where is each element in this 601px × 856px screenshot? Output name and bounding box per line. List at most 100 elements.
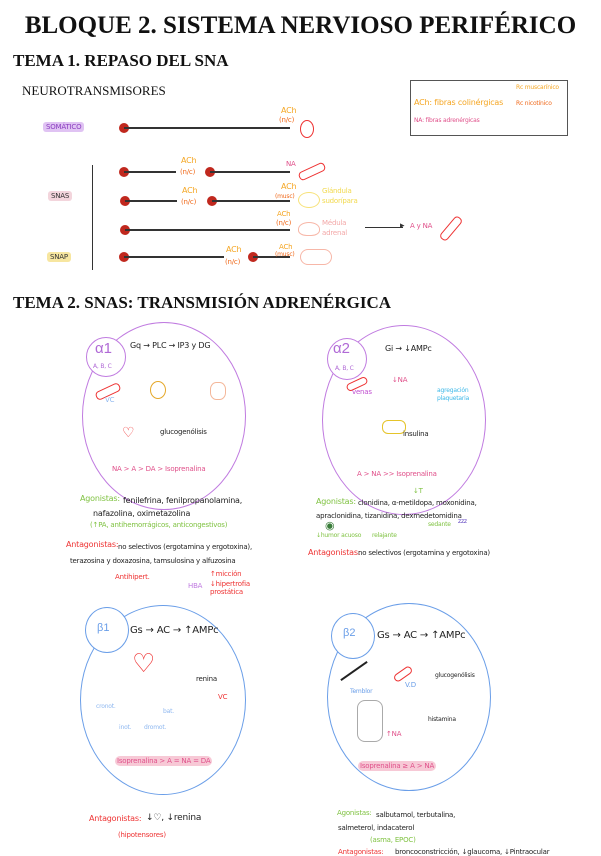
- alpha1-potency: NA > A > DA > Isoprenalina: [112, 465, 206, 473]
- axon: [212, 200, 290, 202]
- alpha1-agonists-label: Agonistas:: [80, 494, 120, 503]
- beta2-badge: [331, 613, 375, 659]
- arrow: [365, 227, 403, 228]
- alpha1-note-antihip: Antihipert.: [115, 573, 150, 581]
- beta1-heart-2: dromot.: [144, 724, 167, 731]
- axon: [125, 200, 177, 202]
- alpha2-insulina: insulina: [403, 430, 429, 438]
- vessel-icon: [297, 161, 327, 182]
- alpha1-badge: [86, 337, 126, 377]
- beta2-agonists-use: (asma, EPOC): [370, 836, 416, 844]
- beta2-na: ↑NA: [386, 730, 402, 738]
- adrenal-icon: [298, 222, 320, 236]
- product-label: A y NA: [410, 222, 433, 230]
- arrow-head-icon: ▸: [400, 220, 405, 230]
- tema2-heading: TEMA 2. SNAS: TRANSMISIÓN ADRENÉRGICA: [13, 293, 392, 312]
- tema1-heading: TEMA 1. REPASO DEL SNA: [13, 51, 229, 70]
- brace: [92, 165, 99, 270]
- axon: [124, 256, 224, 258]
- alpha1-vc: VC: [105, 396, 115, 404]
- nt-label: NA: [286, 160, 296, 168]
- rc-label: (n/c): [181, 198, 197, 206]
- axon: [124, 127, 290, 129]
- alpha1-name: α1: [95, 340, 113, 357]
- rc-label: (n/c): [279, 116, 295, 124]
- alpha2-na: ↓NA: [392, 376, 408, 384]
- axon: [125, 229, 290, 231]
- beta1-antagonists-use: (hipotensores): [118, 831, 166, 839]
- eye-icon: ◉: [325, 520, 335, 532]
- axon: [124, 171, 176, 173]
- axon: [253, 256, 290, 258]
- alpha2-aggreg: agregación plaquetaria: [437, 387, 470, 402]
- rc-label: (musc): [275, 251, 295, 258]
- alpha2-t-down: ↓T: [413, 487, 423, 495]
- alpha2-antagonists: no selectivos (ergotamina y ergotoxina): [358, 549, 490, 557]
- label-snap: SNAP: [47, 252, 71, 262]
- nt-label: ACh: [281, 106, 297, 115]
- beta1-heart-0: cronot.: [96, 703, 116, 710]
- beta2-vd: V.D: [405, 681, 416, 689]
- bladder-icon: [150, 381, 166, 399]
- label-somatico: SOMÁTICO: [43, 122, 85, 132]
- alpha1-subtypes: A, B, C: [93, 363, 112, 370]
- legend-box: ACh: fibras colinérgicas Rc muscarínico …: [410, 80, 568, 136]
- alpha2-subtypes: A, B, C: [335, 365, 354, 372]
- pancreas-icon: [382, 420, 406, 434]
- beta2-agonists-label: Agonistas:: [337, 809, 372, 817]
- alpha2-badge: [327, 338, 367, 380]
- alpha2-venas: venas: [352, 388, 372, 396]
- heart-icon: ♡: [122, 424, 135, 440]
- muscle-icon: [300, 120, 314, 138]
- beta2-pathway: Gs → AC → ↑AMPc: [377, 630, 466, 641]
- nt-label: ACh: [277, 210, 291, 218]
- beta2-glyco: glucogenólisis: [435, 672, 475, 679]
- axon: [210, 171, 290, 173]
- beta1-antagonists: ↓♡, ↓renina: [146, 813, 202, 823]
- alpha1-antagonists-label: Antagonistas:: [66, 540, 119, 549]
- label-snas: SNAS: [48, 191, 73, 201]
- legend-rc-musc: Rc muscarínico: [516, 84, 559, 91]
- beta1-name: β1: [97, 622, 110, 634]
- alpha1-note-hba: HBA: [188, 582, 203, 590]
- rc-label: (n/c): [225, 258, 241, 266]
- target-adrenal: Médula adrenal: [322, 219, 348, 237]
- beta2-antagonists-label: Antagonistas:: [338, 848, 384, 856]
- alpha2-sedante: sedante: [428, 521, 451, 528]
- rc-label: (musc): [275, 193, 295, 200]
- alpha2-name: α2: [333, 340, 351, 357]
- beta1-heart-1: inot.: [119, 724, 132, 731]
- alpha1-antagonists: no selectivos (ergotamina y ergotoxina),…: [70, 543, 252, 565]
- neurotransmisores-heading: NEUROTRANSMISORES: [22, 83, 166, 98]
- alpha1-note-hiper: ↓hipertrofia prostática: [210, 580, 250, 596]
- beta1-antagonists-label: Antagonistas:: [89, 814, 142, 823]
- heart-icon: ♡: [132, 648, 156, 678]
- alpha2-eye-note: ↓humor acuoso: [316, 532, 362, 539]
- beta2-agonists: salbutamol, terbutalina, salmeterol, ind…: [338, 811, 456, 832]
- beta2-antagonists: broncoconstricción, ↓glaucoma, ↓Pintraoc…: [395, 848, 550, 856]
- alpha2-agonists: clonidina, α-metildopa, moxonidina, apra…: [316, 499, 477, 520]
- nt-label: ACh: [181, 156, 197, 165]
- beta2-potency: Isoprenalina ≥ A > NA: [358, 761, 437, 771]
- synapse-icon: [357, 700, 383, 742]
- nt-label: ACh: [281, 182, 297, 191]
- target-gland: Glándula sudorípara: [322, 187, 358, 205]
- legend-rc-nic: Rc nicotínico: [516, 100, 552, 107]
- nt-label: ACh: [182, 186, 198, 195]
- alpha1-pathway: Gq → PLC → IP3 y DG: [130, 341, 211, 350]
- alpha2-agonists-label: Agonistas:: [316, 497, 356, 506]
- legend-ach: ACh: fibras colinérgicas: [414, 98, 504, 107]
- alpha2-pathway: Gi → ↓AMPc: [385, 344, 432, 353]
- alpha1-note-miccion: ↑micción: [210, 570, 242, 578]
- legend-na: NA: fibras adrenérgicas: [414, 117, 480, 124]
- beta1-pathway: Gs → AC → ↑AMPc: [130, 625, 219, 636]
- beta1-potency: Isoprenalina > A = NA = DA: [115, 756, 213, 766]
- beta1-badge: [85, 607, 129, 653]
- nt-label: ACh: [226, 245, 242, 254]
- vessel-icon: [438, 214, 464, 243]
- alpha1-agonists: fenilefrina, fenilpropanolamina, nafazol…: [93, 496, 243, 518]
- alpha2-potency: A > NA >> Isoprenalina: [357, 470, 437, 478]
- gland-icon: [298, 192, 320, 208]
- beta1-heart-3: bat.: [163, 708, 174, 715]
- nt-label: ACh: [279, 243, 293, 251]
